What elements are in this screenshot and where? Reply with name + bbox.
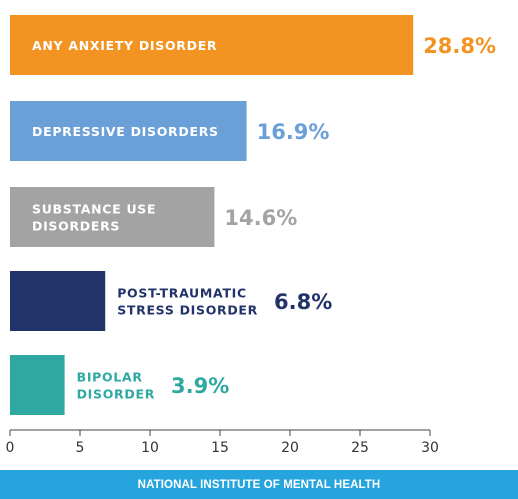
value-label: 28.8% [423, 34, 496, 58]
bar-group: BIPOLAR DISORDER 3.9% [10, 355, 229, 415]
value-label: 14.6% [224, 206, 297, 230]
bar-chart: ANY ANXIETY DISORDER 28.8% DEPRESSIVE DISO… [6, 15, 496, 456]
bar-group: ANY ANXIETY DISORDER 28.8% [10, 15, 496, 75]
x-tick-label: 5 [76, 440, 85, 456]
x-tick-label: 20 [281, 440, 299, 456]
bar [10, 15, 414, 75]
bar-group: POST-TRAUMATIC STRESS DISORDER 6.8% [10, 271, 332, 331]
x-tick-label: 25 [351, 440, 369, 456]
value-label: 3.9% [171, 374, 229, 398]
value-label: 6.8% [274, 290, 332, 314]
bar-group: SUBSTANCE USE DISORDERS 14.6% [10, 187, 297, 247]
value-label: 16.9% [257, 120, 330, 144]
bar [10, 271, 106, 331]
category-label: DEPRESSIVE DISORDERS [32, 124, 219, 139]
x-tick-label: 10 [141, 440, 159, 456]
category-label: ANY ANXIETY DISORDER [32, 38, 217, 53]
category-label: BIPOLAR DISORDER [77, 370, 155, 402]
x-tick-label: 0 [6, 440, 15, 456]
bar [10, 355, 65, 415]
source-footer: NATIONAL INSTITUTE OF MENTAL HEALTH [0, 470, 518, 499]
x-tick-label: 15 [211, 440, 229, 456]
category-label: POST-TRAUMATIC STRESS DISORDER [117, 286, 258, 318]
x-tick-label: 30 [421, 440, 439, 456]
bar [10, 101, 247, 161]
category-label: SUBSTANCE USE DISORDERS [32, 202, 156, 234]
bars-layer: ANY ANXIETY DISORDER 28.8% DEPRESSIVE DISO… [10, 15, 496, 415]
bar-group: DEPRESSIVE DISORDERS 16.9% [10, 101, 329, 161]
x-axis: 0 5 10 15 20 25 30 [6, 429, 439, 456]
bar [10, 187, 215, 247]
